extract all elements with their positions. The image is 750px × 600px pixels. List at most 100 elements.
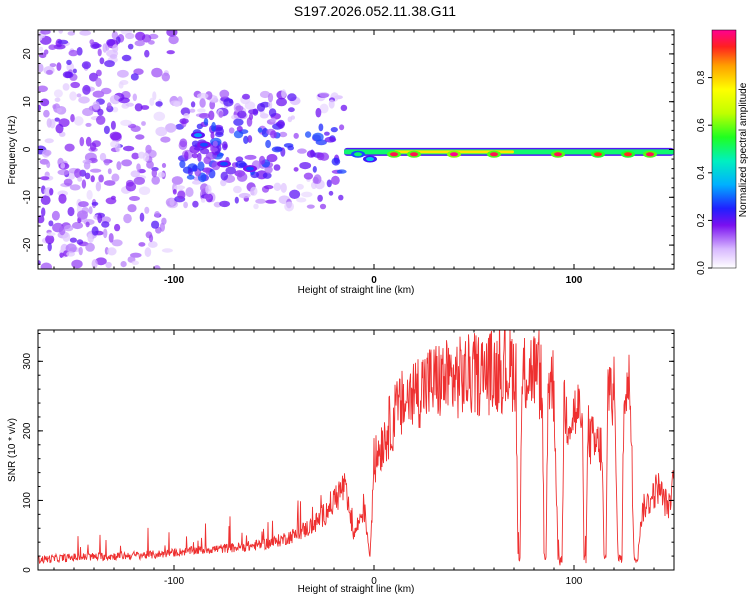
noise-blob — [105, 261, 112, 269]
noise-blob — [63, 178, 73, 186]
noise-blob — [109, 94, 121, 105]
noise-blob — [130, 73, 139, 81]
snr-y-axis-label: SNR (10 * v/v) — [7, 418, 18, 482]
colorbar-tick-label: 0.6 — [696, 118, 707, 132]
noise-blob — [49, 188, 54, 196]
noise-blob — [106, 102, 112, 110]
noise-blob — [81, 61, 91, 69]
noise-blob — [103, 158, 110, 166]
noise-blob — [112, 106, 119, 113]
spectral-peak — [410, 152, 418, 157]
noise-blob — [46, 69, 53, 75]
noise-blob — [279, 131, 288, 138]
noise-blob — [111, 239, 123, 247]
noise-blob — [243, 135, 249, 144]
noise-blob — [319, 92, 330, 98]
noise-blob — [54, 97, 61, 103]
noise-blob — [191, 153, 199, 159]
noise-blob — [192, 200, 199, 208]
noise-blob — [312, 166, 317, 173]
y-tick-label: 0 — [22, 567, 33, 573]
noise-blob — [197, 152, 202, 162]
noise-blob — [265, 199, 277, 204]
noise-blob — [199, 112, 210, 119]
noise-blob — [173, 185, 186, 190]
y-tick-label: -10 — [22, 190, 33, 205]
noise-blob — [199, 98, 206, 108]
noise-blob — [296, 183, 304, 190]
noise-blob — [123, 213, 132, 224]
noise-blob — [40, 262, 52, 269]
spectral-peak — [646, 152, 654, 157]
noise-blob — [331, 157, 341, 166]
noise-blob — [85, 221, 90, 228]
noise-blob — [65, 243, 77, 254]
noise-blob — [134, 103, 143, 112]
noise-blob — [89, 72, 98, 82]
noise-blob — [161, 248, 173, 253]
noise-blob — [125, 102, 134, 107]
noise-blob — [91, 226, 99, 236]
noise-blob — [45, 234, 55, 245]
noise-blob — [138, 242, 146, 247]
noise-blob — [148, 234, 154, 243]
noise-blob — [107, 247, 117, 256]
noise-blob — [331, 175, 340, 185]
noise-blob — [76, 239, 84, 245]
snr-axes: -100 0 100 0 100 200 300 — [22, 330, 675, 587]
spectrogram-x-axis-label: Height of straight line (km) — [298, 285, 415, 296]
noise-blob — [110, 140, 119, 148]
noise-blob — [161, 72, 170, 82]
noise-blob — [319, 103, 329, 114]
noise-blob — [197, 161, 205, 171]
noise-blob — [303, 172, 313, 180]
noise-blob — [99, 57, 105, 65]
snr-series-line — [38, 330, 674, 566]
noise-blob — [166, 30, 178, 37]
noise-blob — [38, 215, 45, 224]
noise-blob — [67, 206, 75, 217]
noise-blob — [233, 185, 242, 194]
noise-blob — [155, 126, 168, 137]
spectral-peak — [624, 152, 632, 157]
colorbar-axes: 0.0 0.2 0.4 0.6 0.8 — [696, 70, 712, 275]
y-tick-label: 200 — [22, 422, 33, 439]
chart-title: S197.2026.052.11.38.G11 — [293, 3, 457, 19]
noise-blob — [86, 189, 93, 200]
noise-blob — [95, 77, 102, 88]
noise-blob — [160, 136, 171, 143]
noise-blob — [319, 203, 327, 210]
noise-blob — [293, 167, 299, 172]
noise-blob — [312, 132, 324, 142]
noise-blob — [44, 49, 49, 55]
noise-blob — [55, 123, 64, 134]
noise-blob — [53, 44, 66, 50]
noise-blob — [153, 265, 161, 269]
noise-blob — [40, 98, 50, 107]
noise-blob — [59, 252, 65, 258]
noise-blob — [153, 111, 166, 122]
noise-blob — [145, 144, 152, 154]
noise-blob — [41, 207, 46, 217]
noise-blob — [38, 104, 42, 111]
noise-blob — [125, 32, 135, 40]
noise-blob — [62, 232, 71, 242]
noise-blob — [92, 90, 105, 98]
noise-blob — [155, 226, 162, 234]
noise-blob — [233, 118, 244, 126]
noise-blob — [127, 43, 134, 50]
noise-blob — [250, 190, 255, 196]
noise-blob — [161, 217, 167, 225]
noise-blob — [66, 251, 75, 257]
noise-blob — [76, 93, 82, 98]
noise-blob — [151, 67, 163, 78]
noise-blob — [212, 140, 218, 147]
noise-blob — [97, 108, 104, 116]
noise-blob — [231, 114, 239, 120]
noise-blob — [127, 204, 137, 213]
noise-blob — [112, 44, 119, 53]
noise-blob — [82, 107, 94, 117]
noise-blob — [268, 100, 273, 110]
noise-blob — [265, 139, 271, 149]
noise-blob — [179, 118, 189, 124]
